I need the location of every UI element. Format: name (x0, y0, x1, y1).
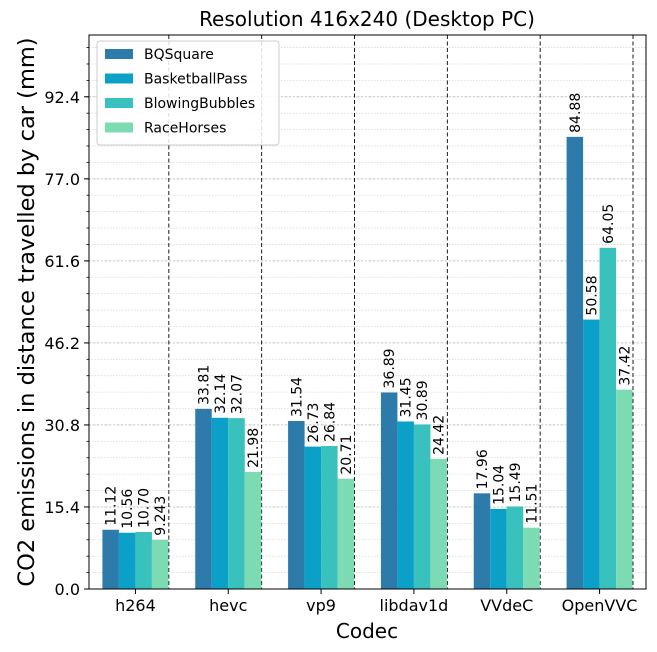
bar-BasketballPass-libdav1d (397, 421, 414, 589)
bar-BlowingBubbles-libdav1d (413, 424, 431, 589)
bar-BlowingBubbles-h264 (135, 532, 152, 589)
data-label: 15.49 (508, 462, 524, 502)
bar-BasketballPass-h264 (118, 532, 136, 589)
bar-BQSquare-vp9 (288, 420, 305, 589)
data-label: 64.05 (601, 204, 617, 244)
data-label: 37.42 (617, 346, 633, 386)
y-tick-label: 46.2 (44, 334, 80, 353)
bar-BasketballPass-vp9 (304, 446, 322, 589)
bars-layer (102, 136, 633, 589)
bar-BasketballPass-VVdeC (490, 508, 507, 589)
y-tick-label: 77.0 (44, 170, 80, 189)
x-tick-label: VVdeC (480, 596, 533, 615)
bar-BQSquare-h264 (102, 529, 119, 589)
bar-RaceHorses-h264 (151, 539, 169, 589)
data-label: 30.89 (415, 380, 431, 420)
bar-BasketballPass-OpenVVC (583, 319, 600, 589)
data-label: 10.70 (137, 488, 153, 528)
plot-frame (88, 34, 647, 590)
bar-RaceHorses-libdav1d (430, 458, 447, 589)
bar-RaceHorses-OpenVVC (616, 389, 633, 589)
bar-BlowingBubbles-vp9 (321, 446, 338, 589)
x-tick-label: OpenVVC (562, 596, 638, 615)
y-tick-label: 61.6 (44, 252, 80, 271)
data-label: 26.73 (306, 403, 322, 443)
data-label: 36.89 (382, 348, 398, 388)
data-label: 20.71 (339, 435, 355, 475)
legend-box (96, 40, 280, 146)
legend-swatch-BlowingBubbles (105, 98, 133, 108)
data-label: 84.88 (568, 93, 584, 133)
chart-title: Resolution 416x240 (Desktop PC) (199, 7, 535, 31)
y-tick-label: 0.0 (55, 580, 80, 599)
bar-BQSquare-libdav1d (380, 392, 398, 589)
axes-layer: 0.0 15.4 30.8 46.2 61.6 77.0 92.4 h264 hevc vp9 li… (44, 47, 638, 615)
data-label: 32.07 (230, 374, 246, 414)
bar-BQSquare-VVdeC (473, 493, 491, 589)
y-axis-label: CO2 emissions in distance travelled by c… (14, 37, 40, 586)
data-label: 17.96 (475, 449, 491, 489)
bar-RaceHorses-hevc (244, 471, 262, 589)
legend-swatch-RaceHorses (105, 122, 133, 133)
bar-BlowingBubbles-OpenVVC (599, 247, 617, 589)
bar-RaceHorses-VVdeC (523, 527, 540, 589)
data-label: 10.56 (120, 489, 136, 529)
x-tick-label: hevc (209, 596, 247, 615)
bar-BlowingBubbles-hevc (228, 418, 245, 589)
labels-layer: 11.12 33.81 31.54 36.89 17.96 84.88 10.56 32.14… (104, 93, 634, 536)
bar-BasketballPass-hevc (211, 417, 229, 589)
data-label: 11.51 (525, 484, 541, 524)
data-label: 33.81 (197, 365, 213, 405)
x-tick-label: libdav1d (380, 596, 449, 615)
bar-BlowingBubbles-VVdeC (506, 506, 524, 589)
bar-BQSquare-hevc (195, 408, 212, 589)
y-tick-label: 92.4 (44, 88, 80, 107)
legend-label: BasketballPass (144, 72, 247, 88)
y-tick-label: 30.8 (44, 416, 80, 435)
x-tick-label: vp9 (306, 596, 336, 615)
data-label: 26.84 (322, 402, 338, 442)
legend: BQSquare BasketballPass BlowingBubbles Race… (96, 40, 280, 146)
legend-label: BlowingBubbles (144, 96, 255, 112)
data-label: 24.42 (432, 415, 448, 455)
y-tick-label: 15.4 (44, 498, 80, 517)
data-label: 11.12 (104, 486, 120, 526)
data-label: 50.58 (584, 275, 600, 315)
data-label: 31.45 (399, 377, 415, 417)
bar-RaceHorses-vp9 (337, 478, 355, 589)
legend-label: RaceHorses (144, 121, 226, 137)
data-label: 21.98 (246, 428, 262, 468)
bar-BQSquare-OpenVVC (566, 136, 584, 589)
x-tick-label: h264 (115, 596, 156, 615)
legend-swatch-BasketballPass (105, 73, 133, 84)
x-axis-label: Codec (336, 619, 398, 643)
data-label: 15.04 (492, 465, 508, 505)
legend-label: BQSquare (144, 47, 214, 63)
data-label: 9.243 (153, 496, 169, 536)
data-label: 31.54 (289, 377, 305, 417)
data-label: 32.14 (213, 374, 229, 414)
legend-swatch-BQSquare (105, 49, 133, 59)
